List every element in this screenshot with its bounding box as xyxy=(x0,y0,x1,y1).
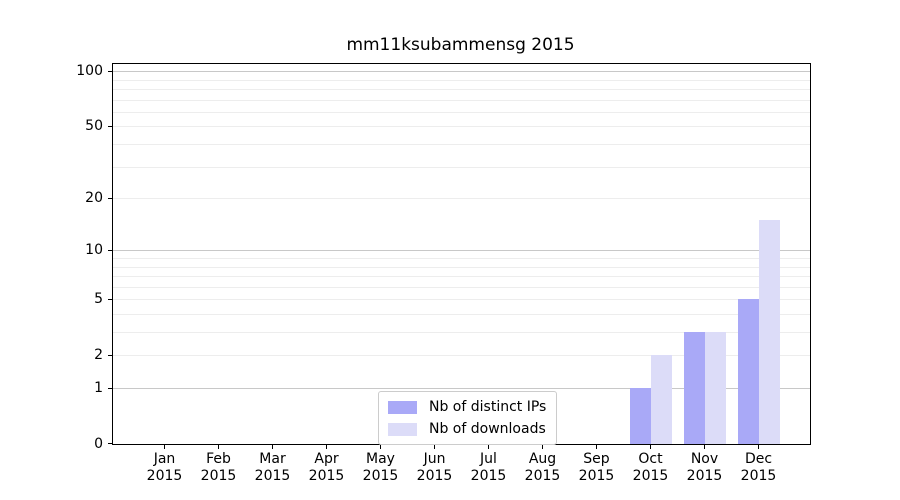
x-tick-month: Sep xyxy=(583,451,610,467)
y-tick-label: 10 xyxy=(85,242,103,259)
y-tick xyxy=(108,443,113,444)
x-tick-year: 2015 xyxy=(524,468,561,484)
minor-gridline xyxy=(113,126,810,128)
y-tick-label: 20 xyxy=(85,190,103,207)
x-tick-month: Dec xyxy=(744,451,773,467)
x-tick-year: 2015 xyxy=(740,468,777,484)
legend-label-distinct-ips: Nb of distinct IPs xyxy=(429,399,547,415)
legend-item-downloads: Nb of downloads xyxy=(388,421,546,437)
x-tick-year: 2015 xyxy=(416,468,453,484)
x-tick xyxy=(218,444,219,449)
x-tick-label: Nov 2015 xyxy=(669,451,741,485)
plot-area: Nb of distinct IPs Nb of downloads 100 50… xyxy=(76,63,811,484)
x-tick-label: Jan 2015 xyxy=(129,451,201,485)
x-tick xyxy=(758,444,759,449)
x-tick-label: Sep 2015 xyxy=(561,451,633,485)
x-tick xyxy=(596,444,597,449)
y-tick-label: 50 xyxy=(85,118,103,135)
bar-downloads xyxy=(758,220,780,444)
minor-gridline xyxy=(113,144,810,145)
y-tick-label: 5 xyxy=(94,291,103,308)
minor-gridline xyxy=(113,314,810,315)
x-tick-label: Oct 2015 xyxy=(615,451,687,485)
y-tick-label: 0 xyxy=(94,436,103,452)
y-tick xyxy=(108,71,113,73)
y-tick-label: 100 xyxy=(76,63,103,80)
bar-distinct-ips xyxy=(629,388,651,444)
x-tick-year: 2015 xyxy=(308,468,345,484)
legend-swatch-distinct-ips xyxy=(388,400,417,414)
x-tick xyxy=(272,444,273,449)
x-tick-month: Jul xyxy=(480,451,497,467)
bar-downloads xyxy=(650,355,672,444)
bar-distinct-ips xyxy=(683,332,705,444)
x-tick xyxy=(380,444,381,449)
minor-gridline xyxy=(113,258,810,259)
y-tick-label: 2 xyxy=(94,347,103,364)
x-tick xyxy=(326,444,327,449)
y-tick-label: 1 xyxy=(94,380,103,396)
minor-gridline xyxy=(113,276,810,277)
minor-gridline xyxy=(113,266,810,268)
minor-gridline xyxy=(113,89,810,90)
y-tick xyxy=(108,388,113,389)
major-gridline xyxy=(113,250,810,252)
x-tick-label: Jul 2015 xyxy=(453,451,525,485)
minor-gridline xyxy=(113,166,810,168)
x-tick-year: 2015 xyxy=(200,468,237,484)
bar-distinct-ips xyxy=(737,299,759,444)
x-tick xyxy=(650,444,651,449)
x-tick-month: Aug xyxy=(528,451,557,467)
x-tick xyxy=(704,444,705,449)
x-tick-year: 2015 xyxy=(470,468,507,484)
x-tick-label: Mar 2015 xyxy=(237,451,309,485)
x-tick-year: 2015 xyxy=(254,468,291,484)
legend: Nb of distinct IPs Nb of downloads xyxy=(378,391,558,445)
minor-gridline xyxy=(113,111,810,113)
x-tick-year: 2015 xyxy=(578,468,615,484)
x-tick-year: 2015 xyxy=(146,468,183,484)
y-tick xyxy=(108,198,113,200)
x-tick-label: Jun 2015 xyxy=(399,451,471,485)
x-tick-year: 2015 xyxy=(686,468,723,484)
chart-title: mm11ksubammensg 2015 xyxy=(346,35,575,55)
y-tick xyxy=(108,299,113,301)
minor-gridline xyxy=(113,99,810,101)
x-tick-month: Nov xyxy=(690,451,719,467)
x-tick-year: 2015 xyxy=(632,468,669,484)
x-tick-month: Jun xyxy=(423,451,446,467)
minor-gridline xyxy=(113,286,810,288)
y-tick xyxy=(108,126,113,128)
x-tick-label: Feb 2015 xyxy=(183,451,255,485)
x-tick-month: Mar xyxy=(259,451,286,467)
minor-gridline xyxy=(113,198,810,200)
x-tick-year: 2015 xyxy=(362,468,399,484)
y-tick xyxy=(108,355,113,357)
x-tick-label: Dec 2015 xyxy=(723,451,795,485)
x-tick xyxy=(434,444,435,449)
x-tick-month: Feb xyxy=(206,451,231,467)
x-tick-month: Jan xyxy=(153,451,176,467)
x-tick-label: Aug 2015 xyxy=(507,451,579,485)
legend-swatch-downloads xyxy=(388,422,417,436)
legend-item-distinct-ips: Nb of distinct IPs xyxy=(388,399,546,415)
x-tick-label: Apr 2015 xyxy=(291,451,363,485)
bar-downloads xyxy=(704,332,726,444)
x-tick-month: Oct xyxy=(638,451,663,467)
legend-label-downloads: Nb of downloads xyxy=(429,421,546,437)
x-tick xyxy=(542,444,543,449)
x-tick-month: May xyxy=(366,451,395,467)
major-gridline xyxy=(113,71,810,73)
minor-gridline xyxy=(113,79,810,81)
x-tick-month: Apr xyxy=(314,451,339,467)
x-tick xyxy=(164,444,165,449)
x-tick-label: May 2015 xyxy=(345,451,417,485)
minor-gridline xyxy=(113,299,810,301)
y-tick xyxy=(108,250,113,252)
x-tick xyxy=(488,444,489,449)
